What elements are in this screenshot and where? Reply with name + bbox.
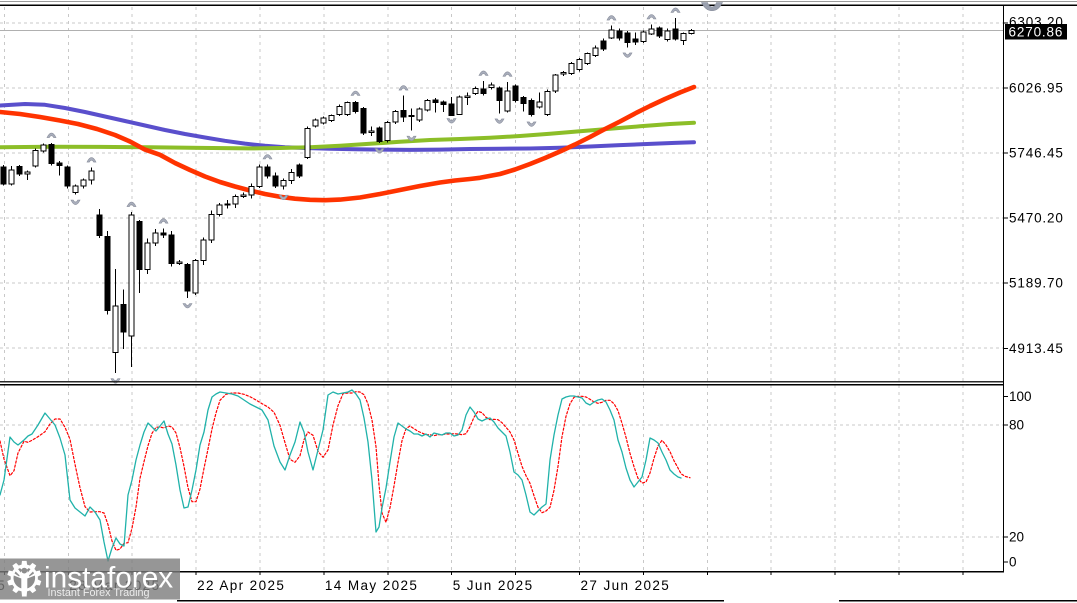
svg-text:5746.45: 5746.45 (1009, 146, 1064, 161)
svg-text:6026.95: 6026.95 (1009, 81, 1064, 96)
svg-text:100: 100 (1009, 389, 1032, 404)
svg-text:instaforex: instaforex (44, 562, 173, 595)
svg-text:22 Apr 2025: 22 Apr 2025 (197, 578, 285, 593)
svg-text:27 Jun 2025: 27 Jun 2025 (581, 578, 671, 593)
svg-text:0: 0 (1009, 555, 1017, 570)
svg-text:14 May 2025: 14 May 2025 (325, 578, 418, 593)
svg-text:6270.86: 6270.86 (1009, 25, 1064, 40)
svg-text:5 Jun 2025: 5 Jun 2025 (453, 578, 534, 593)
svg-text:5470.20: 5470.20 (1009, 211, 1064, 226)
svg-text:4913.45: 4913.45 (1009, 341, 1064, 356)
svg-text:5189.70: 5189.70 (1009, 276, 1064, 291)
svg-text:80: 80 (1009, 418, 1024, 433)
svg-text:Instant Forex Trading: Instant Forex Trading (48, 587, 150, 599)
svg-text:20: 20 (1009, 530, 1024, 545)
